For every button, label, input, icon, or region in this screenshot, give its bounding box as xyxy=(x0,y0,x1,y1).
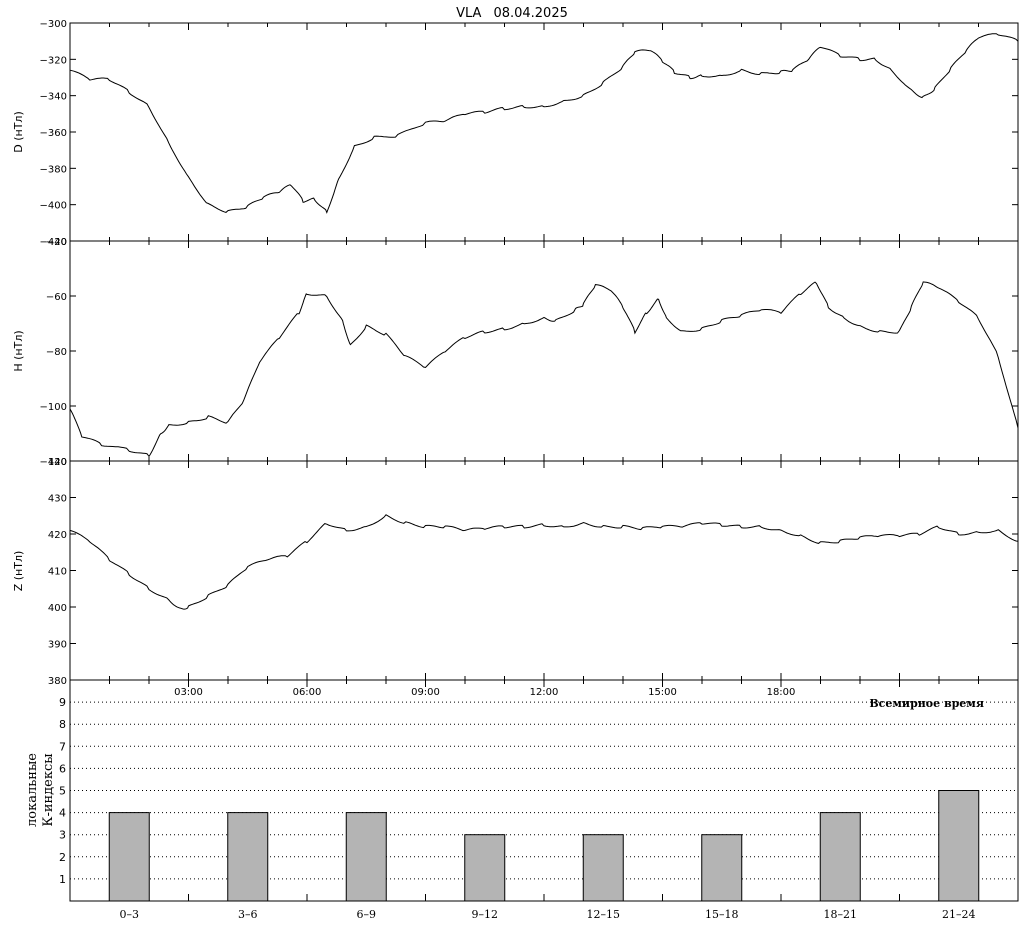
k-category-label: 6–9 xyxy=(357,908,377,921)
y-tick-label: 420 xyxy=(48,530,67,541)
chart-title: VLA 08.04.2025 xyxy=(456,6,568,21)
k-axis-label-part: локальные xyxy=(25,753,40,827)
k-index-bar xyxy=(227,812,269,902)
k-index-bar xyxy=(819,812,861,902)
panel-frame xyxy=(69,22,1019,242)
y-tick-label: −380 xyxy=(40,164,67,175)
k-tick-label: 1 xyxy=(59,873,66,886)
title-station: VLA xyxy=(456,6,481,21)
y-tick-label: −60 xyxy=(46,292,67,303)
d-axis-label: D (нТл) xyxy=(12,111,25,153)
y-tick-label: −420 xyxy=(40,237,67,248)
y-tick-label: −400 xyxy=(40,201,67,212)
k-index-panel: локальныеК-индексы 1 2 3 4 5 6 7 8 9 0–3 3–6 6–9 9–1… xyxy=(25,679,1019,921)
z-component-panel: Z (нТл) 440 430 420 410 400 390 380 xyxy=(12,457,1019,687)
time-tick-label: 12:00 xyxy=(530,687,559,698)
k-index-bar xyxy=(582,834,624,902)
time-tick-label: 09:00 xyxy=(411,687,440,698)
k-tick-label: 8 xyxy=(59,718,66,731)
h-axis-label: H (нТл) xyxy=(12,330,25,371)
k-tick-label: 6 xyxy=(59,762,66,775)
y-tick-label: 430 xyxy=(48,494,67,505)
k-category-label: 18–21 xyxy=(824,908,858,921)
k-axis-label-part: К-индексы xyxy=(41,753,56,826)
h-component-panel: H (нТл) −40 −60 −80 −100 −120 xyxy=(12,237,1019,468)
k-index-bar xyxy=(938,790,980,902)
panel-frame xyxy=(69,460,1019,681)
z-axis-label: Z (нТл) xyxy=(12,551,25,592)
y-tick-label: 380 xyxy=(48,676,67,687)
d-component-panel: D (нТл) −300 −320 −340 −360 −380 −400 −420 xyxy=(12,19,1019,248)
time-axis-label: Всемирное время xyxy=(869,697,984,710)
h-series-line xyxy=(69,281,1019,458)
k-category-label: 3–6 xyxy=(238,908,258,921)
k-category-label: 21–24 xyxy=(942,908,976,921)
y-tick-label: −360 xyxy=(40,128,67,139)
k-index-bar xyxy=(701,834,743,902)
k-tick-label: 5 xyxy=(59,785,66,798)
k-tick-label: 9 xyxy=(59,696,66,709)
time-axis: Всемирное время 03:00 06:00 09:00 12:00 15:0… xyxy=(174,687,984,710)
panel-frame xyxy=(69,240,1019,462)
k-category-label: 15–18 xyxy=(705,908,739,921)
time-tick-label: 15:00 xyxy=(648,687,677,698)
k-index-bar xyxy=(345,812,387,902)
panel-frame xyxy=(69,679,1019,902)
k-category-label: 9–12 xyxy=(472,908,499,921)
y-tick-label: −100 xyxy=(40,402,67,413)
y-tick-label: −300 xyxy=(40,19,67,30)
k-axis-label: локальныеК-индексы xyxy=(25,753,56,827)
time-tick-label: 03:00 xyxy=(174,687,203,698)
y-tick-label: 400 xyxy=(48,603,67,614)
k-tick-label: 4 xyxy=(59,807,66,820)
k-index-bar xyxy=(108,812,150,902)
y-tick-label: −320 xyxy=(40,55,67,66)
y-tick-label: −40 xyxy=(46,237,67,248)
k-tick-label: 3 xyxy=(59,829,66,842)
k-category-label: 12–15 xyxy=(587,908,621,921)
y-tick-label: 390 xyxy=(48,640,67,651)
y-tick-label: −340 xyxy=(40,92,67,103)
time-tick-label: 06:00 xyxy=(293,687,322,698)
d-series-line xyxy=(69,33,1019,214)
k-category-label: 0–3 xyxy=(120,908,140,921)
y-tick-label: 440 xyxy=(48,457,67,468)
z-series-line xyxy=(69,514,1019,610)
time-tick-label: 18:00 xyxy=(767,687,796,698)
y-tick-label: −120 xyxy=(40,457,67,468)
k-tick-label: 7 xyxy=(59,740,66,753)
k-tick-label: 2 xyxy=(59,851,66,864)
k-index-bar xyxy=(464,834,506,902)
title-date: 08.04.2025 xyxy=(493,6,567,21)
y-tick-label: 410 xyxy=(48,567,67,578)
y-tick-label: −80 xyxy=(46,347,67,358)
